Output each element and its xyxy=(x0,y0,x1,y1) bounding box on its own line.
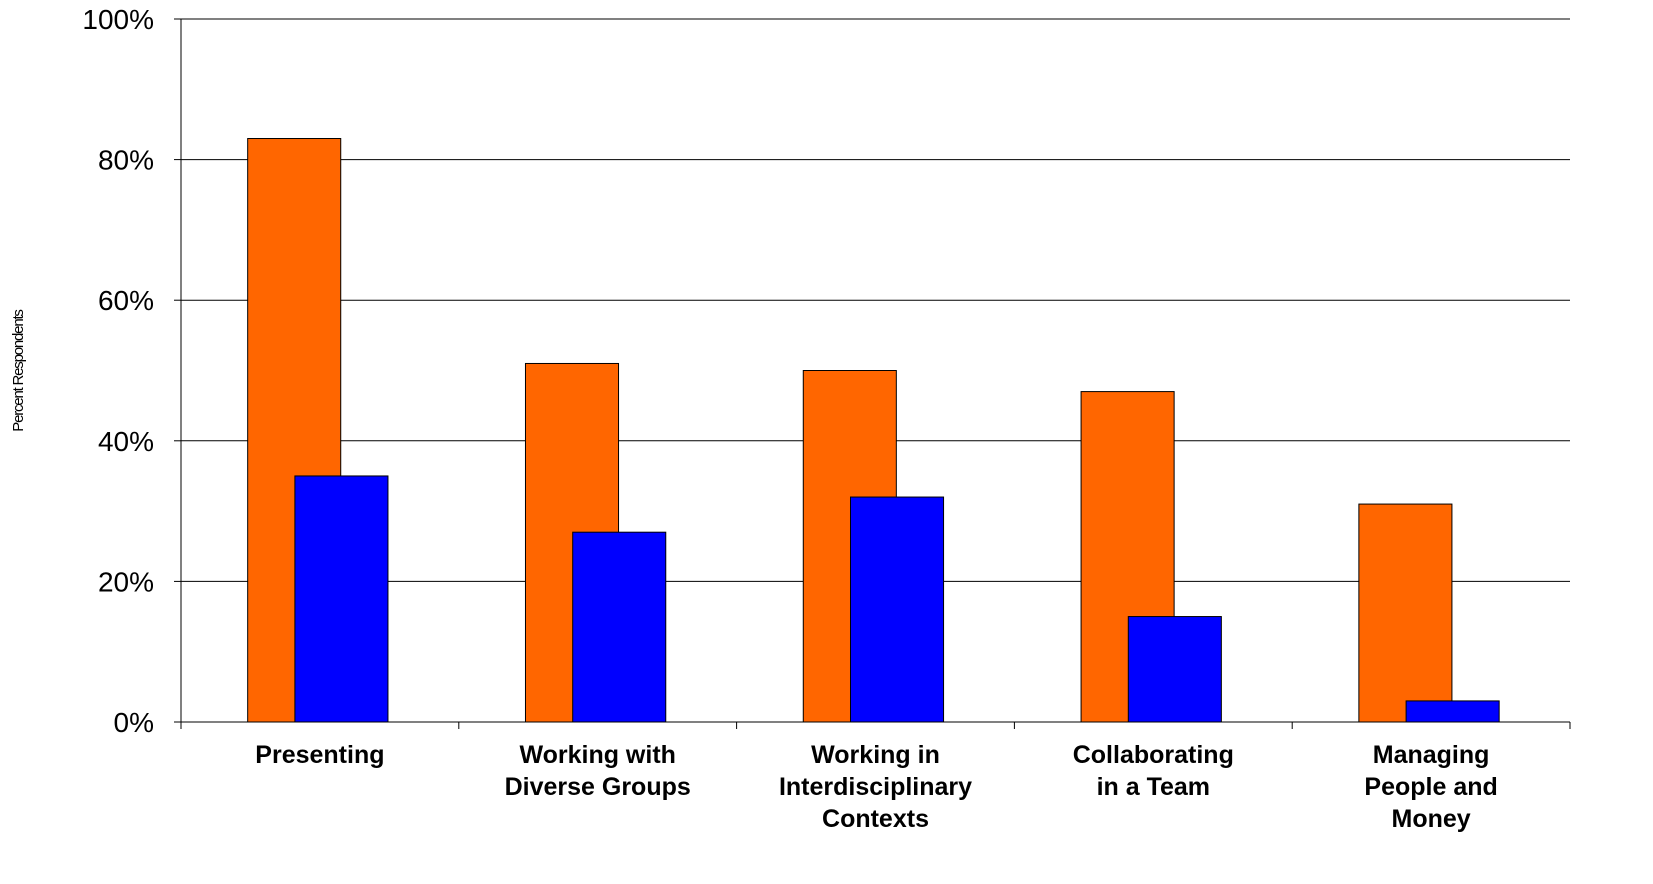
gridlines xyxy=(181,18,1570,582)
y-tick-labels: 0% 20% 40% 60% 80% 100% xyxy=(82,4,154,738)
bars xyxy=(247,138,1500,723)
bar-series-2 xyxy=(294,475,389,723)
axes xyxy=(174,18,1571,729)
x-tick-label: Working with Diverse Groups xyxy=(505,741,691,801)
x-tick-label: Collaborating in a Team xyxy=(1073,741,1234,801)
y-tick-label: 100% xyxy=(82,4,154,35)
y-tick-label: 40% xyxy=(98,426,154,457)
y-tick-label: 20% xyxy=(98,566,154,597)
y-tick-label: 60% xyxy=(98,285,154,316)
x-tick-label: Managing People and Money xyxy=(1364,741,1497,833)
bar-series-2 xyxy=(1127,616,1222,723)
bar-series-2 xyxy=(1405,700,1500,723)
x-tick-label: Presenting xyxy=(255,741,384,769)
x-tick-label: Working in Interdisciplinary Contexts xyxy=(779,741,972,833)
bar-series-2 xyxy=(849,496,945,723)
bar-series-2 xyxy=(572,531,667,723)
y-tick-label: 0% xyxy=(114,707,154,738)
x-tick-labels: Presenting Working with Diverse Groups Work… xyxy=(255,741,1497,833)
y-axis-label: Percent Respondents xyxy=(10,310,27,432)
bar-series-1 xyxy=(1358,503,1453,723)
y-tick-label: 80% xyxy=(98,145,154,176)
